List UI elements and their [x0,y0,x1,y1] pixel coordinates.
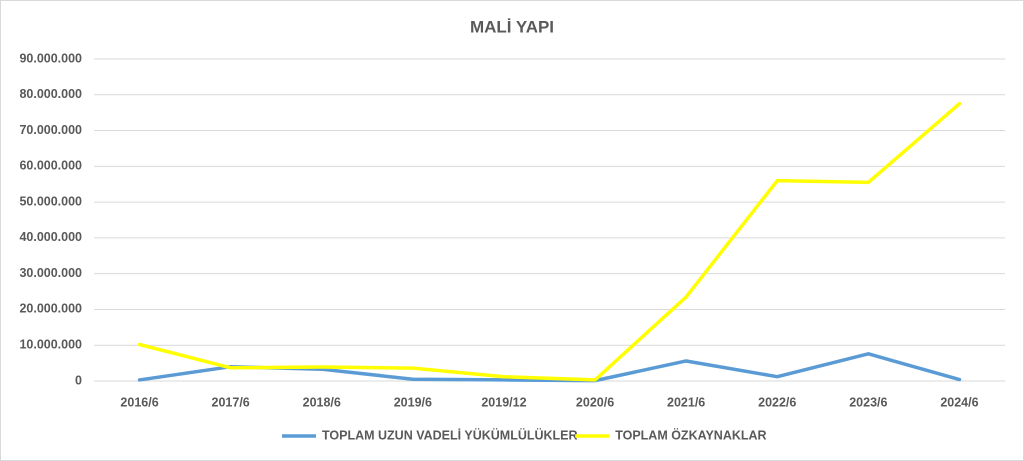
x-tick-label: 2016/6 [120,395,158,409]
x-tick-label: 2024/6 [940,395,978,409]
y-tick-label: 30.000.000 [19,266,82,280]
y-tick-label: 20.000.000 [19,302,82,316]
x-tick-label: 2020/6 [576,395,614,409]
y-tick-label: 90.000.000 [19,51,82,65]
y-tick-label: 80.000.000 [19,87,82,101]
y-tick-label: 50.000.000 [19,194,82,208]
x-tick-label: 2022/6 [758,395,796,409]
x-tick-label: 2019/6 [394,395,432,409]
y-tick-label: 40.000.000 [19,230,82,244]
y-tick-label: 0 [75,373,82,387]
x-tick-label: 2019/12 [481,395,526,409]
series-line [137,101,962,382]
x-tick-label: 2017/6 [212,395,250,409]
y-tick-label: 60.000.000 [19,159,82,173]
legend-label: TOPLAM UZUN VADELİ YÜKÜMLÜLÜKLER [322,427,578,442]
y-tick-label: 70.000.000 [19,123,82,137]
y-tick-label: 10.000.000 [19,338,82,352]
x-tick-label: 2018/6 [303,395,341,409]
x-tick-label: 2021/6 [667,395,705,409]
x-tick-label: 2023/6 [849,395,887,409]
legend-label: TOPLAM ÖZKAYNAKLAR [615,427,766,442]
chart-title: MALİ YAPI [470,17,554,36]
